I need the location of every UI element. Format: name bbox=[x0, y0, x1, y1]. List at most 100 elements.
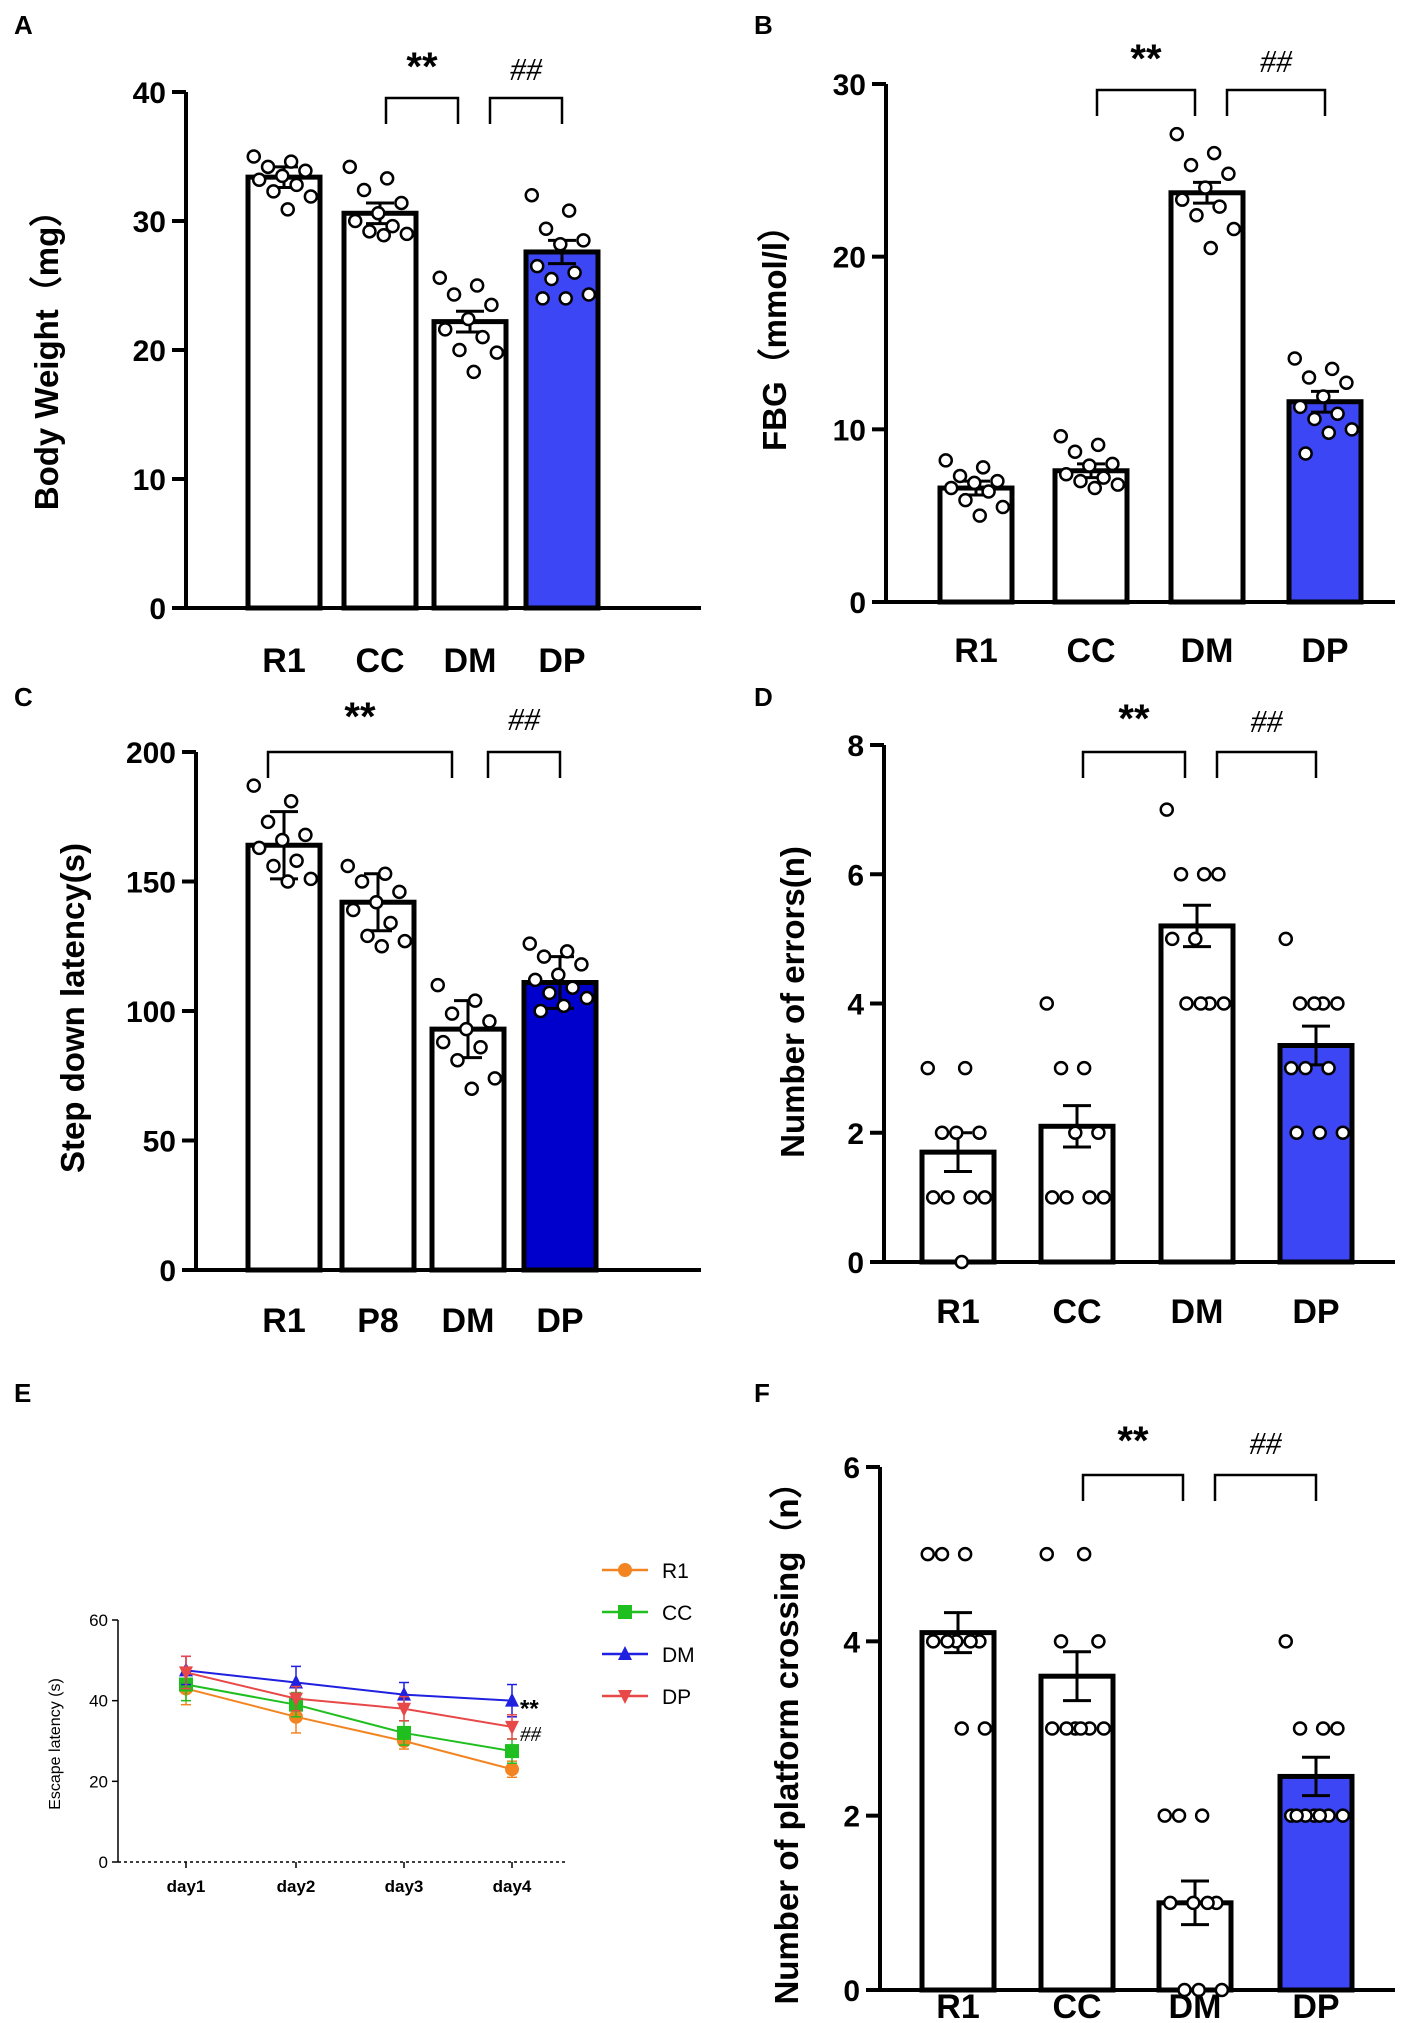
data-point-r1 bbox=[940, 1634, 955, 1649]
data-point-r1 bbox=[958, 492, 973, 508]
data-point-r1 bbox=[967, 475, 982, 491]
significance-bracket bbox=[1081, 750, 1187, 778]
data-point-cc bbox=[399, 226, 415, 242]
data-point-cc bbox=[1096, 1721, 1112, 1736]
data-point-dm bbox=[432, 270, 448, 286]
y-tick-label: 30 bbox=[133, 206, 166, 239]
data-point-dp bbox=[1344, 422, 1360, 437]
data-point-p8 bbox=[354, 874, 370, 889]
x-category-label: DM bbox=[1181, 632, 1234, 670]
data-point-dp bbox=[1330, 1721, 1345, 1736]
x-category-label: CC bbox=[1066, 632, 1115, 670]
data-point-r1 bbox=[280, 202, 295, 217]
data-point-r1 bbox=[949, 1125, 964, 1140]
data-point-cc bbox=[1044, 1721, 1060, 1736]
panel-label-e: E bbox=[14, 1378, 31, 1408]
data-point-cc bbox=[379, 171, 395, 186]
y-tick-label: 20 bbox=[89, 1772, 108, 1791]
y-tick-label: 6 bbox=[847, 859, 864, 892]
panel-d: D Number of errors(n) 0 2 4 6 8 R1 CC DM DP ** ## bbox=[754, 682, 1395, 1331]
legend-marker bbox=[618, 1605, 632, 1619]
data-point-dm bbox=[466, 364, 481, 380]
data-point-cc bbox=[1076, 1546, 1092, 1562]
legend-marker bbox=[618, 1563, 632, 1577]
data-point-dp bbox=[576, 233, 591, 248]
bar-dm bbox=[1168, 190, 1246, 605]
data-point-dp bbox=[1283, 1060, 1299, 1076]
y-tick-label: 200 bbox=[126, 737, 176, 770]
data-point-dp bbox=[1312, 1808, 1327, 1823]
data-point-dm bbox=[1194, 1808, 1210, 1823]
series-line bbox=[185, 1671, 513, 1728]
data-point-dp bbox=[1298, 1060, 1313, 1076]
data-point-dp bbox=[529, 258, 545, 274]
data-point-cc bbox=[1090, 437, 1106, 453]
data-point-p8 bbox=[345, 902, 361, 918]
data-point-dp bbox=[1312, 1125, 1327, 1140]
data-point-r1 bbox=[260, 814, 276, 830]
x-tick-label: day3 bbox=[385, 1877, 424, 1896]
data-point-dp bbox=[1292, 1721, 1308, 1736]
bar-r1 bbox=[919, 1630, 997, 1993]
y-tick-label: 0 bbox=[843, 1975, 860, 2008]
data-point-p8 bbox=[392, 884, 407, 900]
data-point-r1 bbox=[995, 499, 1011, 515]
data-point-dm bbox=[1216, 996, 1232, 1011]
data-point-r1 bbox=[280, 874, 295, 889]
data-point-dp bbox=[535, 291, 550, 306]
data-point-p8 bbox=[340, 858, 356, 874]
data-point-dm bbox=[461, 311, 476, 327]
data-point-dp bbox=[1278, 931, 1294, 947]
data-point-dp bbox=[527, 972, 543, 988]
y-axis-title: FBG（mmol/l） bbox=[756, 209, 793, 451]
data-point-dm bbox=[1164, 931, 1180, 947]
data-point-p8 bbox=[360, 928, 375, 944]
data-point-dm bbox=[459, 1021, 474, 1037]
significance-hash: ## bbox=[1251, 703, 1284, 739]
data-point-dm bbox=[1186, 1895, 1201, 1911]
legend-marker bbox=[618, 1646, 632, 1660]
x-tick-label: day1 bbox=[167, 1877, 206, 1896]
data-point-cc bbox=[1082, 458, 1097, 473]
data-point bbox=[179, 1666, 193, 1681]
data-point-cc bbox=[1058, 466, 1074, 482]
legend-marker bbox=[618, 1690, 632, 1704]
x-category-label: P8 bbox=[357, 1302, 399, 1340]
data-point-r1 bbox=[246, 149, 262, 164]
significance-hash: ## bbox=[510, 51, 543, 87]
y-tick-label: 2 bbox=[843, 1801, 860, 1834]
data-point-dp bbox=[1289, 1125, 1304, 1140]
data-point-dp bbox=[1287, 351, 1303, 366]
y-tick-label: 20 bbox=[133, 335, 166, 368]
bar-r1 bbox=[245, 842, 323, 1273]
data-point-dp bbox=[1315, 1721, 1331, 1736]
data-point-p8 bbox=[369, 894, 384, 910]
y-axis-title: Escape latency (s) bbox=[47, 1678, 64, 1810]
data-point-r1 bbox=[289, 177, 304, 193]
data-point-dp bbox=[581, 287, 597, 302]
x-category-label: DM bbox=[1169, 1988, 1222, 2023]
data-point-dm bbox=[469, 278, 485, 293]
data-point-dm bbox=[482, 1014, 497, 1029]
y-tick-label: 6 bbox=[843, 1452, 860, 1485]
data-point-cc bbox=[1096, 470, 1111, 485]
data-point-dm bbox=[1171, 1808, 1187, 1823]
panel-label-f: F bbox=[754, 1378, 770, 1408]
y-tick-label: 100 bbox=[126, 996, 176, 1029]
data-point-cc bbox=[1039, 996, 1055, 1011]
data-point-r1 bbox=[275, 832, 290, 848]
data-point-r1 bbox=[963, 1634, 978, 1649]
data-point-dp bbox=[1292, 996, 1308, 1011]
data-point-r1 bbox=[934, 1125, 950, 1140]
data-point-dm bbox=[1183, 157, 1199, 173]
data-point-dm bbox=[1221, 166, 1236, 182]
y-tick-label: 0 bbox=[849, 587, 866, 620]
data-point-dm bbox=[473, 1040, 488, 1055]
data-point-dm bbox=[1212, 199, 1227, 214]
significance-bracket bbox=[1215, 750, 1318, 778]
data-point-r1 bbox=[940, 1190, 955, 1205]
legend-label: DM bbox=[662, 1644, 695, 1667]
panel-b: B FBG（mmol/l） 0 10 20 30 R1 CC DM DP ** ## bbox=[754, 10, 1395, 670]
data-point-dp bbox=[559, 944, 575, 959]
data-point-dm bbox=[430, 977, 446, 993]
